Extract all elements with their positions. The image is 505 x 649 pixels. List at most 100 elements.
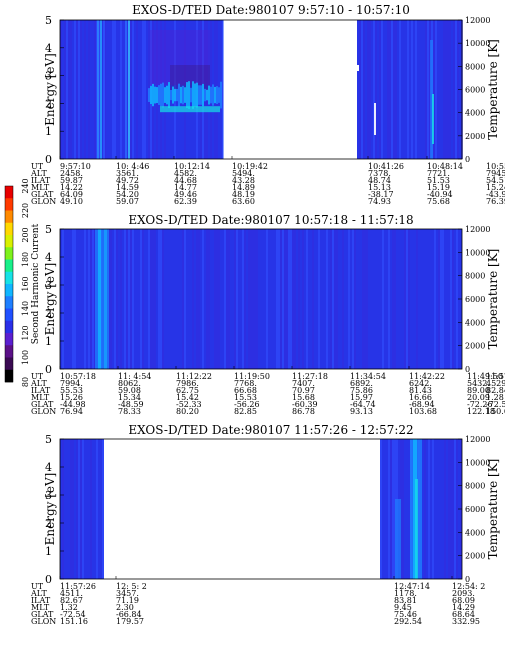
row-value: 82.67 <box>60 596 83 605</box>
streak <box>98 229 101 369</box>
ephemeris-table: UT 11:57:26 12: 5: 2 12:47:14 12:54: 2 ALT 451… <box>30 582 485 626</box>
colorbar-swatch <box>5 333 13 346</box>
data-texture <box>78 229 80 369</box>
data-texture <box>398 229 400 369</box>
y-right-tick-label: 6000 <box>465 505 485 514</box>
data-texture <box>94 439 96 579</box>
row-value: 54.20 <box>116 190 139 199</box>
y-tick-label: 1 <box>45 125 52 138</box>
band <box>194 83 196 107</box>
data-texture <box>236 229 238 369</box>
data-texture <box>446 439 448 579</box>
data-texture <box>448 439 450 579</box>
data-texture <box>174 229 176 369</box>
data-texture <box>62 439 64 579</box>
data-texture <box>120 20 122 159</box>
row-value: 4529. <box>486 379 505 388</box>
y-tick-label: 0 <box>45 573 52 586</box>
data-texture <box>328 229 330 369</box>
data-texture <box>116 229 118 369</box>
data-texture <box>352 229 354 369</box>
data-texture <box>64 20 66 159</box>
data-texture <box>146 229 148 369</box>
y-tick-label: 3 <box>45 70 52 83</box>
white-streak <box>374 103 376 135</box>
row-value: 66.68 <box>234 386 257 395</box>
band <box>172 86 174 104</box>
data-texture <box>132 20 134 159</box>
row-value: 11:57:18 <box>486 372 505 381</box>
data-texture <box>382 439 384 579</box>
data-texture <box>186 229 188 369</box>
data-texture <box>114 20 116 159</box>
data-texture <box>290 229 292 369</box>
streak <box>128 20 130 159</box>
data-texture <box>296 229 298 369</box>
y-tick-label: 4 <box>45 461 52 474</box>
colorbar-swatch <box>5 235 13 248</box>
data-texture <box>312 229 314 369</box>
data-texture <box>154 229 156 369</box>
y-tick-label: 4 <box>45 251 52 264</box>
band <box>188 81 190 109</box>
data-texture <box>260 229 262 369</box>
data-texture <box>439 20 441 159</box>
data-texture <box>426 439 428 579</box>
data-texture <box>222 20 224 159</box>
y-axis-label: Energy [eV] <box>43 53 57 126</box>
data-texture <box>348 229 350 369</box>
row-value: 15.13 <box>368 183 391 192</box>
band <box>216 86 218 104</box>
data-texture <box>280 229 282 369</box>
y-right-tick-label: 10000 <box>465 248 490 257</box>
data-texture <box>88 439 90 579</box>
row-value: 292.54 <box>394 617 422 626</box>
data-texture <box>426 229 428 369</box>
data-texture <box>422 229 424 369</box>
data-texture <box>430 229 432 369</box>
row-value: 11: 4:54 <box>118 372 151 381</box>
data-texture <box>436 439 438 579</box>
row-value: -66.84 <box>116 610 142 619</box>
data-texture <box>80 20 82 159</box>
row-value: -38.17 <box>368 190 394 199</box>
data-texture <box>212 229 214 369</box>
data-texture <box>266 229 268 369</box>
data-texture <box>70 439 72 579</box>
data-texture <box>82 229 84 369</box>
row-value: -40.94 <box>427 190 453 199</box>
band <box>160 83 162 107</box>
data-texture <box>86 229 88 369</box>
data-texture <box>118 20 120 159</box>
y-tick-label: 5 <box>45 14 52 27</box>
data-texture <box>88 20 90 159</box>
row-value: 93.13 <box>350 407 373 416</box>
data-texture <box>372 229 374 369</box>
data-texture <box>404 229 406 369</box>
data-texture <box>376 229 378 369</box>
data-texture <box>118 229 120 369</box>
band <box>184 87 186 103</box>
data-texture <box>240 229 242 369</box>
data-texture <box>370 229 372 369</box>
row-value: 14.22 <box>60 183 83 192</box>
data-texture <box>130 229 132 369</box>
band <box>186 82 188 109</box>
streak <box>395 499 401 579</box>
row-value: 6242. <box>409 379 432 388</box>
row-value: 151.16 <box>60 617 88 626</box>
row-value: 54.51 <box>486 176 505 185</box>
spectrogram-features <box>95 229 109 369</box>
data-texture <box>256 229 258 369</box>
data-texture <box>386 439 388 579</box>
row-value: 43.28 <box>232 176 255 185</box>
data-texture <box>442 229 444 369</box>
y-tick-label: 3 <box>45 279 52 292</box>
row-value: 51.53 <box>427 176 450 185</box>
y-right-tick-label: 8000 <box>465 482 485 491</box>
data-texture <box>408 439 410 579</box>
band <box>170 89 172 101</box>
data-texture <box>150 229 152 369</box>
data-texture <box>365 20 367 159</box>
spectrogram <box>60 20 463 159</box>
